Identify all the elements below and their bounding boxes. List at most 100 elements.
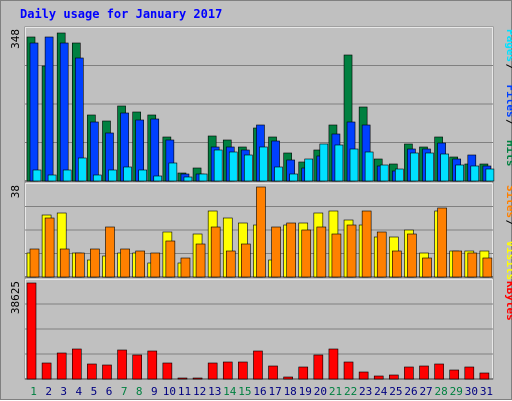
requests-bar-pages: [485, 168, 495, 182]
bandwidth-bar-kbytes: [132, 354, 142, 380]
bandwidth-bar-kbytes: [71, 348, 82, 380]
day-tick-label: 2: [45, 385, 52, 398]
bandwidth-bar-kbytes: [358, 371, 369, 380]
requests-bar-files: [150, 118, 160, 182]
bandwidth-bar-kbytes: [268, 365, 278, 380]
visitors-bar-sites: [225, 250, 236, 278]
day-tick-label: 11: [178, 385, 191, 398]
requests-bar-pages: [47, 174, 57, 182]
visitors-bar-sites: [316, 226, 327, 278]
visitors-bar-sites: [256, 186, 266, 278]
day-tick-label: 9: [151, 385, 158, 398]
bandwidth-bar-kbytes: [238, 361, 248, 380]
requests-bar-pages: [32, 169, 42, 182]
legend-files: Files: [504, 85, 512, 118]
bandwidth-bar-kbytes: [56, 352, 67, 380]
requests-bar-pages: [470, 165, 480, 182]
requests-bar-pages: [244, 154, 253, 182]
visitors-bar-sites: [392, 250, 402, 278]
visitors-bar-sites: [120, 248, 130, 278]
day-tick-label: 21: [329, 385, 342, 398]
day-tick-label: 19: [299, 385, 312, 398]
day-tick-label: 27: [419, 385, 432, 398]
day-tick-label: 29: [450, 385, 463, 398]
bandwidth-bar-kbytes: [253, 350, 263, 380]
requests-bar-pages: [395, 168, 404, 182]
day-tick-label: 8: [136, 385, 143, 398]
visitors-bar-sites: [165, 240, 176, 278]
day-tick-label: 16: [253, 385, 266, 398]
requests-bar-pages: [259, 146, 268, 182]
bandwidth-bar-kbytes: [373, 375, 384, 380]
bandwidth-bar-kbytes: [298, 366, 309, 380]
bandwidth-bar-kbytes: [117, 349, 127, 380]
bandwidth-bar-kbytes: [102, 364, 112, 380]
requests-bar-pages: [274, 166, 283, 182]
bandwidth-bar-kbytes: [479, 372, 490, 380]
bandwidth-bar-kbytes: [177, 377, 188, 380]
visitors-bar-sites: [74, 252, 85, 278]
visitors-bar-sites: [407, 233, 417, 278]
bandwidth-bar-kbytes: [87, 363, 97, 380]
bandwidth-bar-kbytes: [328, 348, 339, 380]
requests-bar-pages: [349, 148, 359, 182]
requests-bar-pages: [364, 151, 374, 182]
visitors-bar-sites: [422, 257, 432, 278]
bandwidth-bar-kbytes: [207, 362, 218, 380]
bandwidth-bar-kbytes: [389, 374, 399, 380]
visitors-bar-sites: [437, 207, 447, 278]
day-tick-label: 15: [238, 385, 251, 398]
bandwidth-bar-kbytes: [162, 362, 173, 380]
requests-bar-pages: [410, 152, 419, 182]
visitors-bar-sites: [105, 226, 115, 278]
legend-separator: /: [504, 220, 512, 227]
bandwidth-bar-kbytes: [419, 365, 429, 380]
day-tick-label: 18: [284, 385, 297, 398]
visitors-bar-sites: [482, 257, 493, 278]
day-tick-label: 20: [314, 385, 327, 398]
day-tick-label: 10: [163, 385, 176, 398]
visitors-bar-sites: [376, 231, 387, 278]
day-tick-label: 7: [121, 385, 128, 398]
requests-bar-pages: [440, 153, 449, 182]
day-tick-label: 23: [359, 385, 372, 398]
bandwidth-bar-kbytes: [41, 362, 52, 380]
visitors-bar-sites: [271, 226, 281, 278]
visitors-bar-sites: [467, 252, 478, 278]
bandwidth-bar-kbytes: [449, 369, 460, 380]
visitors-bar-sites: [150, 252, 161, 278]
requests-bar-pages: [228, 151, 238, 182]
visitors-bar-sites: [195, 243, 206, 278]
visitors-bar-sites: [241, 243, 251, 278]
day-tick-label: 24: [374, 385, 388, 398]
requests-bar-pages: [334, 144, 344, 182]
requests-bar-pages: [213, 149, 223, 182]
bandwidth-bar-kbytes: [313, 354, 324, 380]
visitors-ymax-label: 38: [9, 185, 22, 198]
legend-separator: /: [504, 119, 512, 126]
requests-bar-files: [90, 121, 99, 182]
requests-bar-pages: [455, 164, 465, 182]
visitors-bar-sites: [59, 248, 70, 278]
day-tick-label: 26: [404, 385, 417, 398]
bandwidth-ymax-label: 38625: [9, 281, 22, 314]
day-tick-label: 4: [76, 385, 83, 398]
requests-bar-pages: [425, 152, 434, 182]
bandwidth-bar-kbytes: [283, 376, 293, 380]
day-tick-label: 6: [106, 385, 113, 398]
bandwidth-bar-kbytes: [404, 366, 414, 380]
visitors-bar-sites: [361, 210, 372, 278]
day-tick-label: 14: [223, 385, 237, 398]
requests-ymax-label: 348: [9, 29, 22, 49]
visitors-bar-sites: [44, 217, 55, 278]
chart-title: Daily usage for January 2017: [20, 7, 223, 21]
bandwidth-bar-kbytes: [222, 361, 233, 380]
legend-hits: Hits: [504, 140, 512, 167]
visitors-bar-sites: [210, 226, 221, 278]
visitors-bar-sites: [180, 257, 191, 278]
requests-bar-pages: [93, 174, 102, 182]
day-tick-label: 30: [465, 385, 478, 398]
requests-bar-pages: [289, 173, 298, 182]
